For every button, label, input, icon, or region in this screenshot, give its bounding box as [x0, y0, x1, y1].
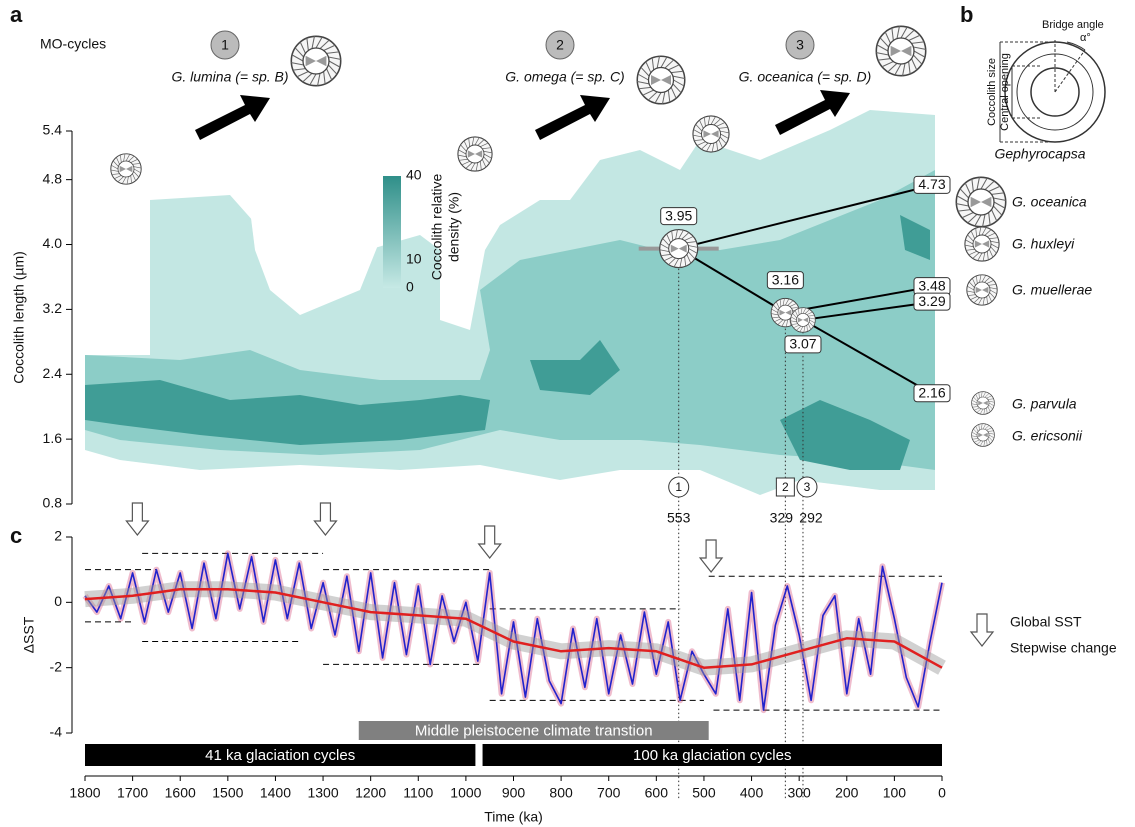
y-tick-label: -4 — [50, 724, 63, 740]
x-tick-label: 300 — [787, 785, 811, 801]
y-axis-label: ΔSST — [21, 616, 37, 653]
stepwise-arrow — [700, 540, 722, 572]
y-tick-label: 4.8 — [43, 170, 63, 186]
specimen-age: 329 — [770, 510, 794, 526]
panel-label: a — [10, 2, 23, 27]
marker-label: 1 — [675, 480, 682, 494]
period-label: Middle pleistocene climate transtion — [415, 722, 653, 739]
cycle-number: 3 — [796, 37, 804, 53]
x-tick-label: 1200 — [355, 785, 386, 801]
specimen-label: 3.95 — [665, 207, 692, 223]
panel-b-diagram — [1000, 40, 1105, 142]
figure: a b c MO-cycles G. oceanica G. huxleyi G… — [0, 0, 1135, 827]
x-tick-label: 1600 — [165, 785, 196, 801]
cycle-number: 1 — [221, 37, 229, 53]
panel-label: c — [10, 523, 22, 548]
stepwise-arrow — [479, 526, 501, 558]
x-tick-label: 1700 — [117, 785, 148, 801]
specimen — [660, 230, 698, 268]
y-tick-label: 2.4 — [43, 365, 63, 381]
x-tick-label: 200 — [835, 785, 859, 801]
y-tick-label: 0.8 — [43, 495, 63, 511]
stepwise-arrow — [126, 503, 148, 535]
measurement-label: 3.48 — [918, 277, 945, 293]
species-label: G. parvula — [1012, 396, 1077, 412]
period-label: 100 ka glaciation cycles — [633, 747, 791, 764]
species-label: G. muellerae — [1012, 282, 1092, 298]
x-tick-label: 1400 — [260, 785, 291, 801]
cycle-number: 2 — [556, 37, 564, 53]
diagram-label: Coccolith size — [986, 58, 998, 126]
body: a b c MO-cycles G. oceanica G. huxleyi G… — [0, 0, 1135, 827]
legend-label: Global SST — [1010, 614, 1082, 630]
y-tick-label: 4.0 — [43, 235, 63, 251]
contour-field — [85, 110, 935, 495]
x-tick-label: 1000 — [450, 785, 481, 801]
x-tick-label: 800 — [549, 785, 573, 801]
x-tick-label: 400 — [740, 785, 764, 801]
x-tick-label: 900 — [502, 785, 526, 801]
panel-label: b — [960, 2, 973, 27]
marker-label: 2 — [782, 480, 789, 494]
specimen-age: 553 — [667, 510, 691, 526]
period-label: 41 ka glaciation cycles — [205, 747, 355, 764]
x-tick-label: 1800 — [69, 785, 100, 801]
specimen-label: 3.16 — [772, 271, 799, 287]
colorbar-label: density (%) — [446, 192, 462, 262]
x-tick-label: 600 — [645, 785, 669, 801]
measurement-label: 4.73 — [918, 176, 945, 192]
x-tick-label: 500 — [692, 785, 716, 801]
legend-label: Stepwise change — [1010, 640, 1117, 656]
mo-cycles-title: MO-cycles — [40, 36, 106, 52]
y-tick-label: -2 — [50, 658, 63, 674]
measurement-label: 3.29 — [918, 293, 945, 309]
measurement-label: 2.16 — [918, 384, 945, 400]
colorbar-tick-label: 40 — [406, 167, 422, 183]
cycle-name: G. omega (= sp. C) — [505, 69, 624, 85]
y-tick-label: 5.4 — [43, 122, 63, 138]
y-tick-label: 2 — [54, 528, 62, 544]
x-tick-label: 1500 — [212, 785, 243, 801]
x-axis-label: Time (ka) — [484, 809, 543, 825]
species-label: G. oceanica — [1012, 194, 1087, 210]
page: {"panel_labels": ["a", "b", "c"], "mo_cy… — [0, 0, 1135, 827]
specimen-label: 3.07 — [789, 336, 816, 352]
marker-label: 3 — [804, 480, 811, 494]
specimen-age: 292 — [799, 510, 823, 526]
y-tick-label: 1.6 — [43, 430, 63, 446]
evolution-arrows — [195, 90, 850, 140]
legend-arrow — [971, 614, 993, 646]
stepwise-arrow — [314, 503, 336, 535]
colorbar — [383, 176, 401, 288]
diagram-label: Bridge angle — [1042, 19, 1104, 31]
diagram-label: α° — [1080, 32, 1091, 44]
y-axis-label: Coccolith length (µm) — [11, 251, 27, 384]
y-tick-label: 0 — [54, 593, 62, 609]
colorbar-label: Coccolith relative — [429, 173, 445, 280]
x-tick-label: 700 — [597, 785, 621, 801]
species-label: G. huxleyi — [1012, 236, 1075, 252]
x-tick-label: 100 — [883, 785, 907, 801]
colorbar-tick-label: 0 — [406, 279, 414, 295]
cycle-name: G. lumina (= sp. B) — [171, 69, 288, 85]
y-tick-label: 3.2 — [43, 300, 63, 316]
x-tick-label: 1300 — [307, 785, 338, 801]
species-label: G. ericsonii — [1012, 428, 1083, 444]
diagram-label: Gephyrocapsa — [994, 146, 1085, 162]
x-tick-label: 1100 — [403, 785, 433, 801]
diagram-label: Central opening — [999, 53, 1011, 131]
x-tick-label: 0 — [938, 785, 946, 801]
cycle-name: G. oceanica (= sp. D) — [739, 69, 872, 85]
colorbar-tick-label: 10 — [406, 251, 422, 267]
specimen — [791, 308, 816, 333]
